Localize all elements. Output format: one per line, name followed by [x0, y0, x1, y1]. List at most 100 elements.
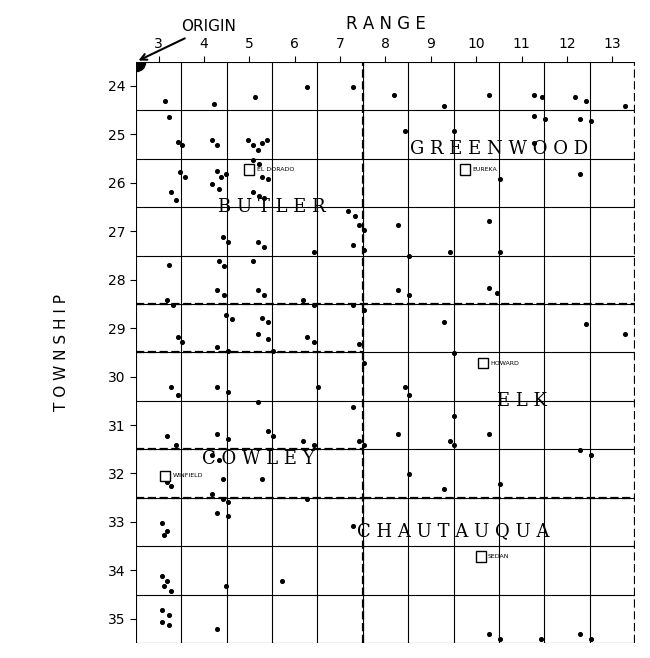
- Point: [218, 232, 228, 242]
- Point: [495, 479, 505, 490]
- Point: [449, 411, 460, 422]
- Point: [484, 629, 494, 640]
- Point: [393, 428, 404, 439]
- Point: [529, 111, 539, 121]
- Point: [222, 387, 233, 397]
- Point: [220, 309, 231, 320]
- Point: [354, 338, 365, 349]
- Point: [157, 617, 168, 627]
- Point: [157, 605, 168, 615]
- Point: [222, 434, 233, 444]
- Point: [298, 436, 308, 446]
- Point: [302, 332, 313, 342]
- Point: [216, 172, 226, 182]
- Bar: [460, 164, 470, 174]
- Point: [257, 138, 267, 149]
- Point: [211, 165, 222, 176]
- Point: [537, 91, 547, 102]
- Point: [581, 96, 592, 107]
- Text: EL DORADO: EL DORADO: [257, 166, 294, 172]
- Point: [298, 295, 308, 305]
- Point: [393, 220, 404, 231]
- Text: G R E E N W O O D: G R E E N W O O D: [410, 140, 588, 158]
- Point: [166, 480, 177, 491]
- Point: [491, 288, 502, 299]
- Point: [163, 610, 174, 620]
- Point: [176, 167, 186, 178]
- Point: [359, 225, 369, 236]
- Point: [263, 334, 274, 344]
- Point: [348, 299, 358, 310]
- Point: [166, 186, 177, 197]
- Point: [581, 319, 592, 330]
- Point: [277, 576, 287, 586]
- Point: [575, 169, 585, 180]
- Point: [220, 169, 231, 180]
- Point: [222, 496, 233, 507]
- Point: [211, 624, 222, 635]
- Point: [219, 261, 229, 271]
- Point: [207, 488, 217, 499]
- Point: [350, 211, 360, 221]
- Point: [213, 184, 224, 194]
- Point: [222, 511, 233, 521]
- Text: EUREKA: EUREKA: [472, 166, 497, 172]
- Point: [586, 450, 596, 461]
- Point: [449, 125, 460, 136]
- Bar: [161, 470, 170, 481]
- Point: [220, 580, 231, 591]
- Point: [207, 450, 217, 461]
- Point: [218, 474, 228, 484]
- Y-axis label: T O W N S H I P: T O W N S H I P: [54, 294, 69, 411]
- Point: [263, 317, 274, 328]
- Point: [404, 390, 414, 400]
- Point: [620, 329, 630, 340]
- Point: [313, 382, 324, 393]
- Point: [575, 629, 585, 640]
- Point: [268, 346, 278, 357]
- Point: [359, 244, 369, 255]
- Point: [162, 295, 172, 305]
- Point: [172, 332, 183, 342]
- Point: [248, 155, 258, 165]
- Point: [449, 348, 460, 359]
- Point: [438, 101, 448, 112]
- Point: [211, 508, 222, 519]
- Point: [257, 172, 267, 182]
- Point: [207, 135, 217, 145]
- Point: [449, 440, 460, 451]
- Point: [171, 195, 181, 205]
- Point: [309, 246, 319, 257]
- Point: [575, 445, 585, 455]
- Point: [166, 586, 177, 596]
- Point: [211, 382, 222, 393]
- Point: [359, 440, 369, 451]
- Point: [159, 580, 169, 591]
- Point: [259, 290, 269, 301]
- Point: [309, 336, 319, 347]
- Text: WINFIELD: WINFIELD: [173, 473, 203, 478]
- Point: [348, 401, 358, 412]
- Point: [445, 246, 455, 257]
- Point: [495, 246, 505, 257]
- Point: [536, 634, 546, 644]
- Point: [177, 139, 187, 150]
- Point: [399, 125, 410, 136]
- Point: [404, 290, 414, 301]
- Point: [348, 240, 358, 250]
- Point: [168, 299, 178, 310]
- Point: [252, 329, 263, 340]
- Point: [484, 89, 494, 100]
- Point: [171, 440, 181, 451]
- Point: [207, 178, 217, 189]
- Point: [438, 317, 448, 328]
- Point: [354, 220, 365, 231]
- Point: [261, 135, 272, 145]
- Point: [209, 99, 219, 110]
- Point: [243, 135, 254, 145]
- Point: [359, 358, 369, 368]
- Point: [263, 174, 274, 184]
- Text: HOWARD: HOWARD: [490, 361, 519, 366]
- Point: [404, 251, 414, 262]
- Point: [404, 469, 414, 480]
